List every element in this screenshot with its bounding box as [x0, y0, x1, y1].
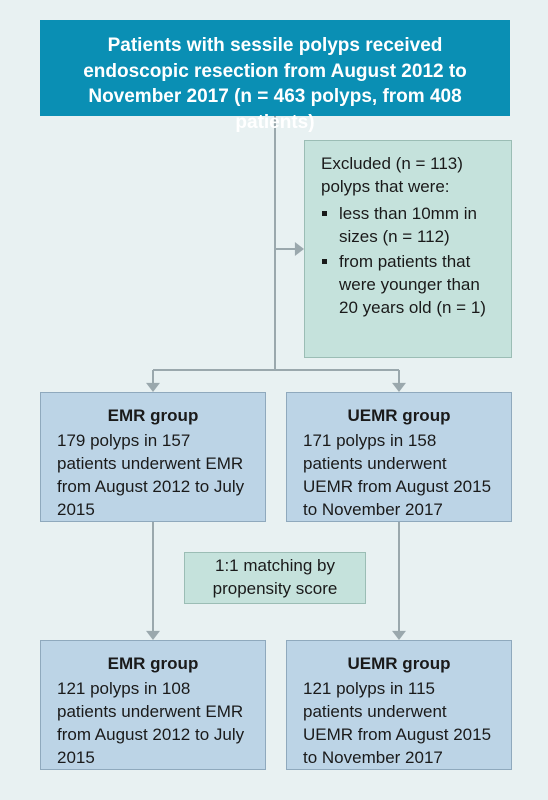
uemr2-body: 121 polyps in 115 patients underwent UEM…	[303, 678, 495, 770]
emr2-title: EMR group	[57, 653, 249, 676]
uemr-group-1: UEMR group 171 polyps in 158 patients un…	[286, 392, 512, 522]
excluded-title: Excluded (n = 113) polyps that were:	[321, 153, 495, 199]
emr1-body: 179 polyps in 157 patients underwent EMR…	[57, 430, 249, 522]
excluded-item: less than 10mm in sizes (n = 112)	[339, 203, 495, 249]
uemr1-title: UEMR group	[303, 405, 495, 428]
emr-group-1: EMR group 179 polyps in 157 patients und…	[40, 392, 266, 522]
uemr1-body: 171 polyps in 158 patients underwent UEM…	[303, 430, 495, 522]
excluded-item: from patients that were younger than 20 …	[339, 251, 495, 320]
excluded-node: Excluded (n = 113) polyps that were: les…	[304, 140, 512, 358]
match-text: 1:1 matching by propensity score	[193, 555, 357, 601]
excluded-list: less than 10mm in sizes (n = 112) from p…	[323, 203, 495, 320]
emr-group-2: EMR group 121 polyps in 108 patients und…	[40, 640, 266, 770]
top-node: Patients with sessile polyps received en…	[40, 20, 510, 116]
match-node: 1:1 matching by propensity score	[184, 552, 366, 604]
flowchart-canvas: Patients with sessile polyps received en…	[0, 0, 548, 800]
uemr2-title: UEMR group	[303, 653, 495, 676]
emr1-title: EMR group	[57, 405, 249, 428]
emr2-body: 121 polyps in 108 patients underwent EMR…	[57, 678, 249, 770]
uemr-group-2: UEMR group 121 polyps in 115 patients un…	[286, 640, 512, 770]
